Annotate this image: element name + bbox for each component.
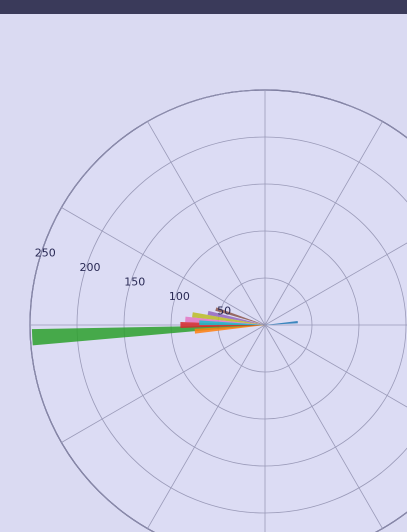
bar xyxy=(192,312,265,325)
r-tick-label: 250 xyxy=(35,247,56,260)
bar xyxy=(265,320,298,325)
r-tick-label: 50 xyxy=(217,305,231,318)
r-tick-label: 150 xyxy=(124,276,145,289)
bar xyxy=(199,320,265,325)
theta-grid-line xyxy=(264,324,383,529)
theta-grid-line xyxy=(264,121,383,326)
bar xyxy=(194,325,265,334)
theta-grid-line xyxy=(61,324,266,443)
bar xyxy=(207,310,265,325)
bar xyxy=(215,307,265,325)
screen-bezel xyxy=(0,0,407,14)
bars xyxy=(31,307,298,346)
theta-grid-line xyxy=(264,324,407,408)
bar xyxy=(185,316,265,325)
theta-grid-line xyxy=(264,242,407,326)
theta-grid-line xyxy=(61,207,266,326)
theta-grid-line xyxy=(147,121,266,326)
r-tick-label: 100 xyxy=(169,290,190,303)
r-tick-labels: 50 100 150 200 250 xyxy=(35,247,231,318)
theta-grid-line xyxy=(147,324,266,529)
r-tick-label: 200 xyxy=(80,261,101,274)
